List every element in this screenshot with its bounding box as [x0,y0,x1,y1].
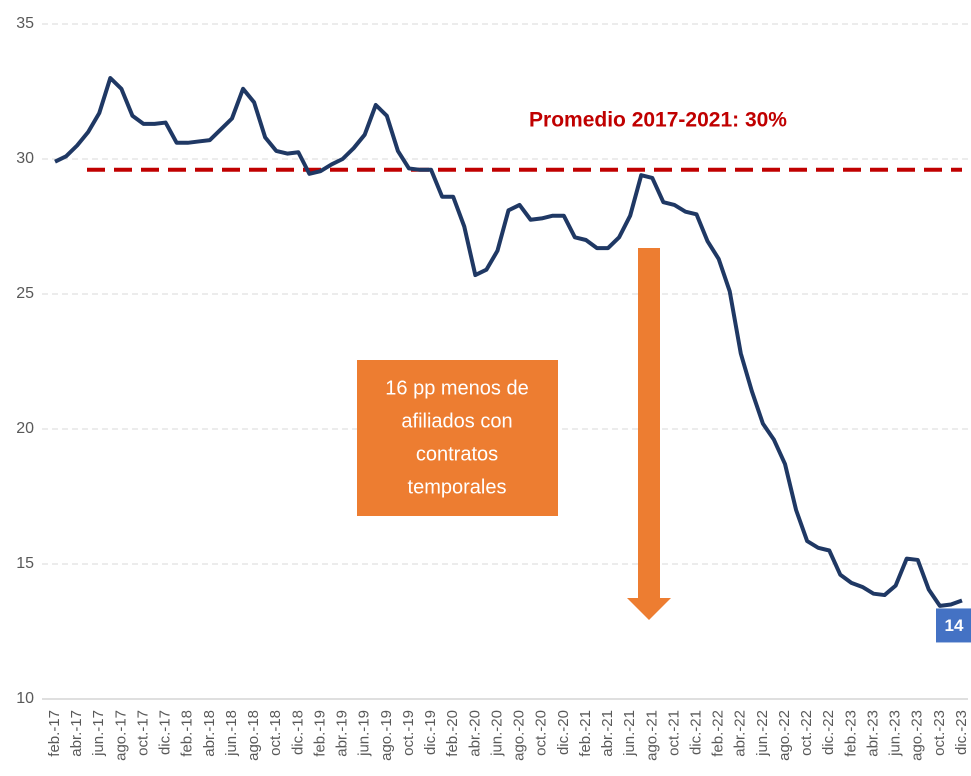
x-tick-label: abr.-21 [599,710,616,757]
x-tick-label: oct.-23 [931,710,948,756]
x-tick-label: ago.-18 [245,710,262,761]
reference-label: Promedio 2017-2021: 30% [529,109,787,132]
y-tick-label: 35 [16,15,34,32]
x-tick-label: ago.-17 [112,710,129,761]
x-tick-label: jun.-18 [223,710,240,757]
annotation-text: afiliados con [401,410,512,432]
x-tick-label: oct.-18 [267,710,284,756]
data-line [54,76,963,608]
x-tick-label: dic.-21 [688,710,705,755]
x-tick-label: dic.-23 [953,710,970,755]
x-tick-label: ago.-23 [909,710,926,761]
annotation-text: temporales [408,476,507,498]
x-tick-label: jun.-20 [488,710,505,757]
x-tick-label: oct.-21 [665,710,682,756]
arrow-head [627,598,671,620]
y-tick-label: 25 [16,285,34,302]
annotation-text: 16 pp menos de [385,377,528,399]
x-tick-label: ago.-19 [378,710,395,761]
annotation-text: contratos [416,443,498,465]
x-tick-label: ago.-21 [643,710,660,761]
x-tick-label: dic.-22 [820,710,837,755]
y-tick-label: 20 [16,420,34,437]
x-tick-label: dic.-19 [422,710,439,755]
y-tick-label: 15 [16,555,34,572]
x-tick-label: oct.-20 [533,710,550,756]
x-tick-label: oct.-22 [798,710,815,756]
x-tick-label: oct.-19 [400,710,417,756]
x-tick-label: ago.-20 [511,710,528,761]
value-label: 14 [945,616,964,635]
x-tick-label: feb.-19 [311,710,328,757]
x-tick-label: jun.-19 [356,710,373,757]
x-tick-label: jun.-21 [621,710,638,757]
annotation-box [357,360,558,516]
x-tick-label: abr.-18 [201,710,218,757]
arrow [627,248,671,620]
x-tick-label: dic.-20 [555,710,572,755]
x-tick-label: abr.-20 [466,710,483,757]
x-tick-label: feb.-22 [710,710,727,757]
x-tick-label: jun.-17 [90,710,107,757]
y-tick-label: 10 [16,690,34,707]
y-tick-label: 30 [16,150,34,167]
x-tick-label: abr.-23 [864,710,881,757]
x-tick-label: dic.-17 [157,710,174,755]
x-tick-label: jun.-22 [754,710,771,757]
x-tick-label: dic.-18 [289,710,306,755]
arrow-shaft [638,248,660,600]
value-label-box [936,608,971,643]
x-tick-label: oct.-17 [134,710,151,756]
x-tick-label: feb.-18 [179,710,196,757]
x-tick-label: abr.-17 [68,710,85,757]
x-tick-label: abr.-22 [732,710,749,757]
x-tick-label: feb.-17 [46,710,63,757]
x-tick-label: feb.-23 [842,710,859,757]
x-tick-label: feb.-21 [577,710,594,757]
x-tick-label: abr.-19 [334,710,351,757]
x-tick-label: feb.-20 [444,710,461,757]
x-tick-label: ago.-22 [776,710,793,761]
x-tick-label: jun.-23 [887,710,904,757]
